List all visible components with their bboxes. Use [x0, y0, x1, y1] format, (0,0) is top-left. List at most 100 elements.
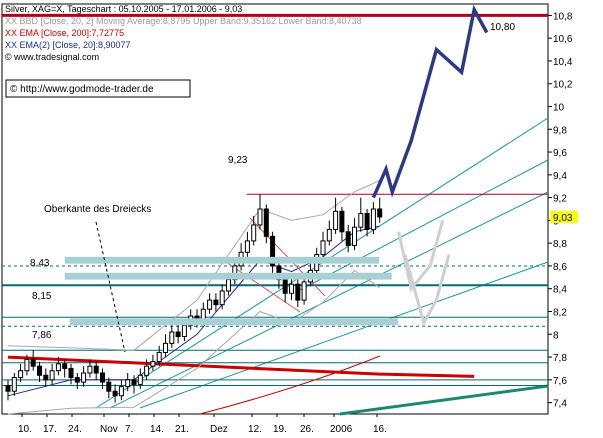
trend-line-1	[109, 191, 549, 409]
header-line-1: XX BBD [Close, 20, 2] Moving Average:8,8…	[5, 16, 362, 26]
candle-body	[345, 231, 351, 246]
level-label-8-15: 8,15	[32, 291, 52, 302]
candle-body	[49, 370, 55, 381]
y-tick-label: 10,2	[553, 80, 573, 91]
candle-body	[55, 363, 61, 372]
candle-body	[270, 235, 276, 267]
long-trend-line	[339, 384, 549, 416]
y-tick-label: 10,4	[553, 57, 573, 68]
candle-body	[207, 299, 213, 310]
candle-body	[364, 213, 370, 231]
candle-body	[156, 352, 162, 363]
y-tick-label: 10,6	[553, 34, 573, 45]
x-tick-label: 7.	[125, 424, 133, 435]
header-line-2: XX EMA [Close, 200]:7,72775	[5, 28, 124, 38]
y-tick-label: 10,8	[553, 11, 573, 22]
x-tick-label: 24.	[68, 424, 82, 435]
candle-body	[370, 208, 376, 230]
y-tick-label: 8,8	[553, 239, 567, 250]
alt-projection-0	[397, 219, 445, 293]
x-tick-label: 2006	[330, 424, 353, 435]
level-label-8-43: 8,43	[30, 258, 50, 269]
y-tick-label: 9,6	[553, 148, 567, 159]
candle-body	[18, 370, 24, 379]
candle-body	[74, 377, 80, 383]
x-tick-label: Nov	[100, 424, 118, 435]
support-zone-1	[64, 272, 392, 280]
ema200-curve	[199, 355, 381, 415]
x-tick-label: 16.	[373, 424, 387, 435]
header-line-0: Silver, XAG=X, Tageschart : 05.10.2005 -…	[5, 4, 242, 14]
x-tick-label: 12.	[248, 424, 262, 435]
candle-body	[118, 386, 124, 397]
candle-body	[352, 226, 357, 246]
y-tick-label: 7,6	[553, 376, 567, 387]
projection-line	[371, 4, 489, 199]
candle-body	[131, 379, 137, 385]
candle-body	[5, 385, 11, 392]
y-tick-label: 8	[553, 330, 559, 341]
y-tick-label: 9,2	[553, 194, 567, 205]
candle-body	[11, 377, 17, 392]
header-line-3: XX EMA(2) [Close, 20]:8,90077	[5, 40, 131, 50]
candle-body	[37, 365, 42, 376]
bollinger-lower	[7, 269, 380, 415]
candle-body	[93, 365, 99, 374]
x-tick-label: 19.	[273, 424, 287, 435]
last-price-marker	[550, 210, 578, 223]
x-tick-label: 10.	[18, 424, 32, 435]
candle-body	[358, 213, 364, 228]
candle-body	[219, 290, 225, 306]
candle-body	[377, 208, 383, 218]
y-tick-label: 9,8	[553, 125, 567, 136]
candle-body	[100, 372, 105, 383]
x-tick-label: 21.	[175, 424, 189, 435]
url-box	[5, 79, 191, 98]
y-tick-label: 8,2	[553, 308, 567, 319]
y-tick-label: 8,6	[553, 262, 567, 273]
support-zone-0	[64, 256, 380, 264]
level-label-10-80: 10,80	[490, 22, 515, 33]
candle-body	[282, 279, 288, 294]
candle-body	[87, 365, 93, 374]
trend-line-3	[299, 159, 549, 291]
candle-body	[295, 283, 301, 301]
candle-body	[169, 331, 175, 344]
candle-body	[68, 367, 74, 379]
candle-body	[150, 361, 156, 367]
candle-body	[43, 374, 49, 381]
last-price-label: 9,03	[553, 213, 573, 224]
x-tick-label: Dez	[210, 424, 228, 435]
y-tick-label: 7,4	[553, 399, 567, 410]
candle-body	[175, 331, 181, 338]
candle-body	[301, 281, 307, 301]
candle-body	[244, 240, 250, 253]
candle-body	[251, 224, 257, 242]
candle-body	[326, 229, 332, 242]
header-line-4: © www.tradesignal.com	[5, 52, 99, 62]
y-tick-label: 8,4	[553, 285, 567, 296]
candle-body	[30, 358, 36, 367]
x-tick-label: 14.	[150, 424, 164, 435]
candle-body	[62, 363, 68, 369]
x-tick-label: 26.	[300, 424, 314, 435]
candle-body	[163, 342, 168, 353]
level-label-7-86: 7,86	[32, 330, 52, 341]
candle-body	[125, 379, 131, 388]
candle-body	[106, 381, 112, 392]
candle-body	[112, 390, 118, 397]
candle-body	[257, 208, 263, 226]
y-tick-label: 10	[553, 103, 565, 114]
triangle-annotation: Oberkante des Dreiecks	[44, 204, 151, 215]
plot-frame	[1, 3, 549, 415]
candle-body	[181, 324, 187, 338]
candle-body	[81, 372, 87, 383]
level-label-9-23: 9,23	[228, 155, 248, 166]
support-zone-2	[69, 318, 399, 326]
candle-body	[226, 279, 231, 292]
candle-body	[339, 210, 345, 233]
candle-body	[137, 374, 143, 385]
candle-body	[144, 365, 150, 376]
